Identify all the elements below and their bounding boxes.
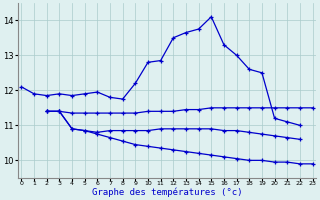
X-axis label: Graphe des températures (°c): Graphe des températures (°c) (92, 188, 242, 197)
